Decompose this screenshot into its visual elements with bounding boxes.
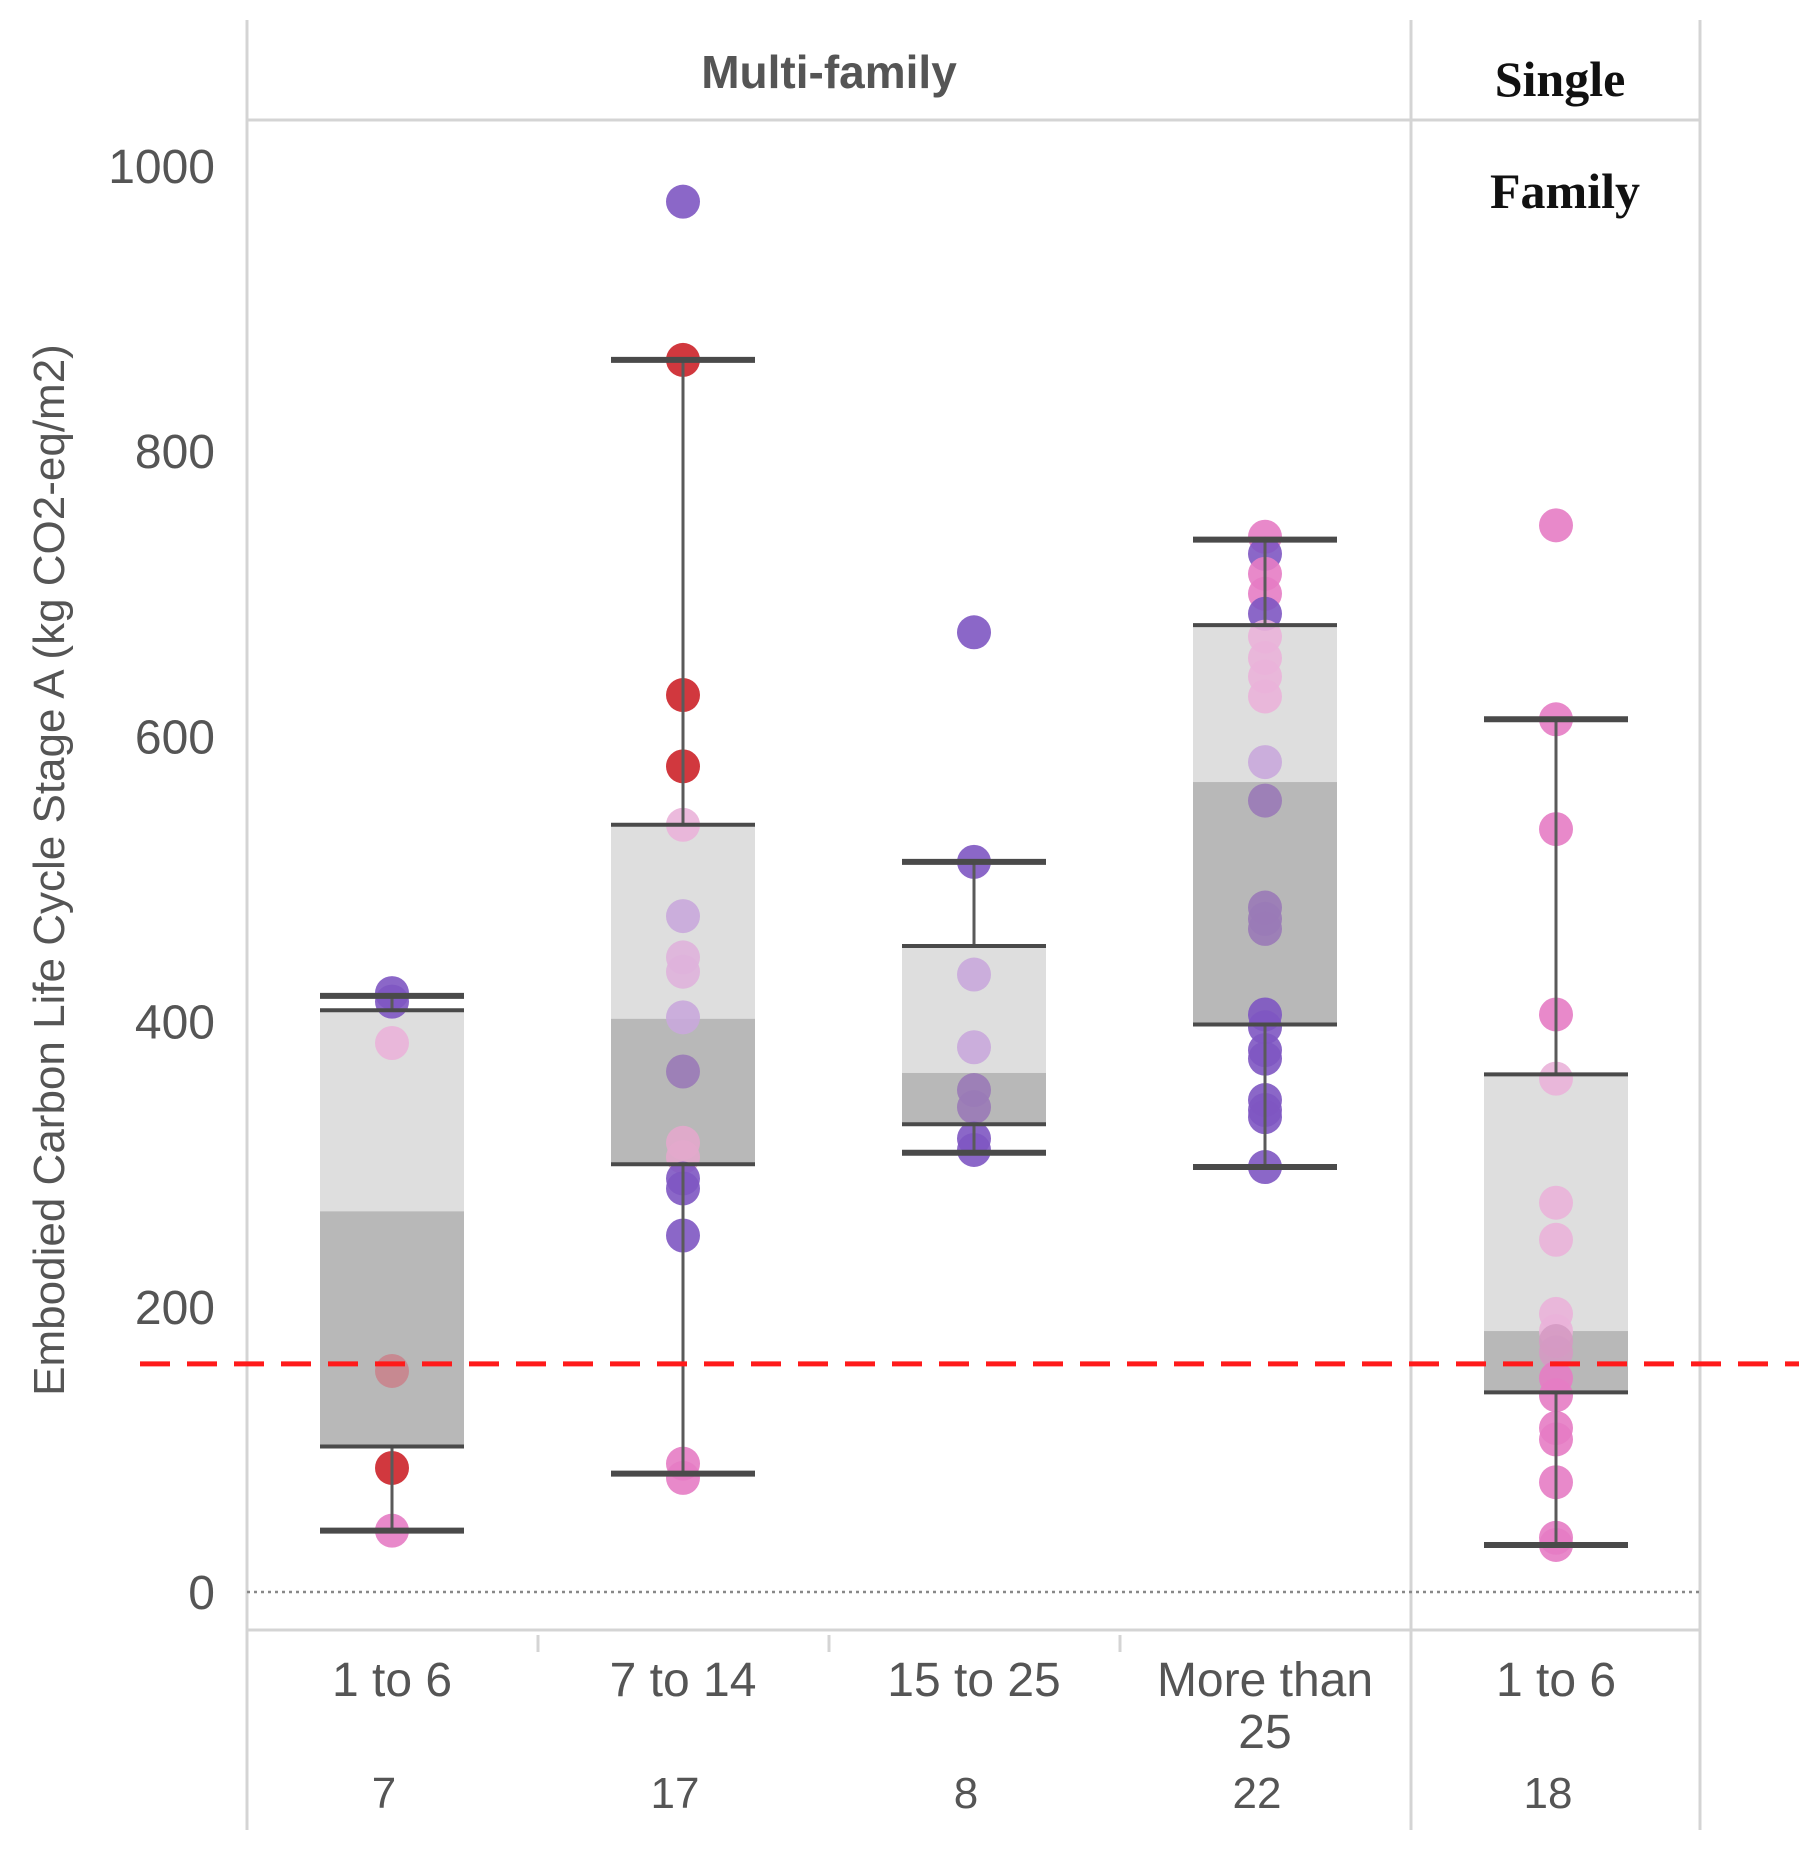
category-label-1-0: 7 to 14 [610,1654,757,1707]
data-point [666,954,700,989]
y-tick-label-600: 600 [135,711,215,764]
count-label-2: 8 [954,1769,978,1818]
panel-label-single-line2: Family [1490,163,1640,219]
category-label-3-0: More than [1157,1654,1373,1707]
y-tick-label-800: 800 [135,426,215,479]
y-axis-ticks: 0 200 400 600 800 1000 [108,141,215,1620]
count-label-0: 7 [372,1769,396,1818]
panel-label-single-line1: Single [1495,51,1626,107]
data-point [1539,508,1573,543]
y-tick-label-0: 0 [188,1567,215,1620]
data-point [666,1000,700,1035]
panel-label-multi-family: Multi-family [701,46,957,98]
frame [245,20,1702,1830]
data-point [666,184,700,219]
count-label-4: 18 [1524,1769,1573,1818]
data-point [1539,1061,1573,1096]
y-axis-title: Embodied Carbon Life Cycle Stage A (kg C… [25,344,74,1396]
data-point [666,899,700,934]
data-point [666,1460,700,1495]
category-label-2-0: 15 to 25 [887,1654,1060,1707]
data-point [957,957,991,992]
data-point [1539,1222,1573,1257]
whisker-layer [320,356,1628,1548]
y-tick-label-400: 400 [135,997,215,1050]
box-lower-0 [320,1211,464,1447]
data-point [1248,783,1282,818]
category-label-0-0: 1 to 6 [332,1654,452,1707]
data-point [1539,1185,1573,1220]
y-tick-label-1000: 1000 [108,141,215,194]
data-point [375,1353,409,1388]
data-point [957,615,991,650]
category-label-4-0: 1 to 6 [1496,1654,1616,1707]
data-point [1248,679,1282,714]
data-point [1539,1335,1573,1370]
category-label-3-1: 25 [1238,1706,1291,1759]
data-point [957,1090,991,1125]
count-label-3: 22 [1233,1769,1282,1818]
data-point [1248,911,1282,946]
data-point [666,1054,700,1089]
data-point [957,1030,991,1065]
y-tick-label-200: 200 [135,1282,215,1335]
data-point [1248,745,1282,780]
count-label-1: 17 [651,1769,700,1818]
data-point [375,1025,409,1060]
